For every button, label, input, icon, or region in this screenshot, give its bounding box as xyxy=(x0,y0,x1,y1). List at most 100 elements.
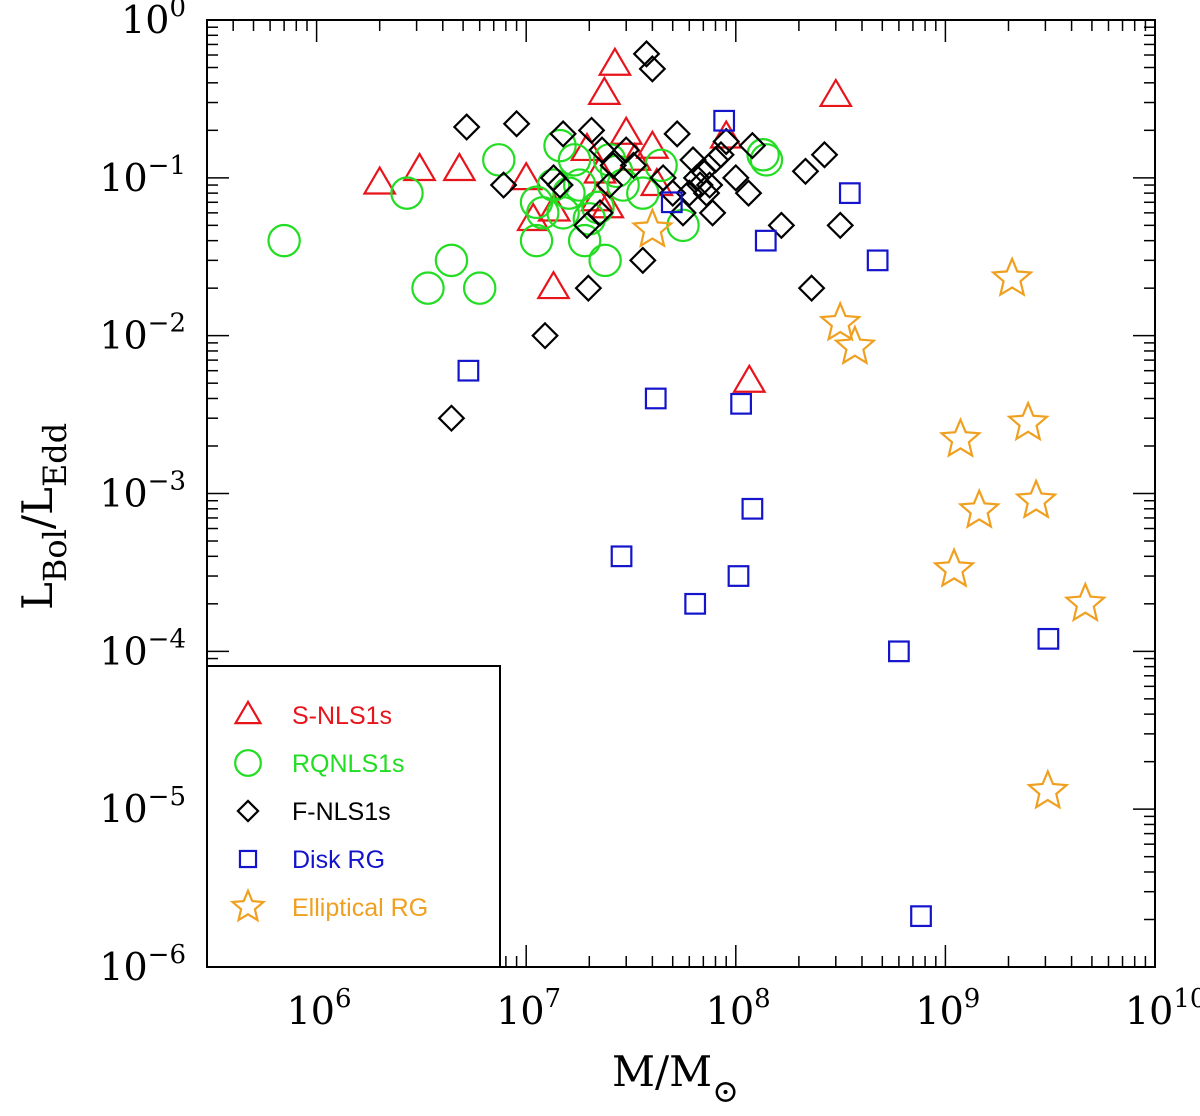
data-point xyxy=(639,166,674,197)
y-axis-title: LBol/LEdd xyxy=(13,423,74,610)
data-point xyxy=(567,223,602,258)
data-point xyxy=(887,640,910,663)
data-point xyxy=(684,592,707,615)
data-point xyxy=(489,171,518,199)
x-tick-label-exp: 6 xyxy=(335,984,352,1014)
y-axis-title-slash: /L xyxy=(13,487,62,529)
y-tick-label-base: 10 xyxy=(121,0,169,42)
legend-label: Elliptical RG xyxy=(292,894,428,922)
series-f-nls1s xyxy=(437,40,855,433)
data-point xyxy=(938,416,983,458)
data-point xyxy=(597,46,633,76)
data-point xyxy=(818,300,862,342)
y-axis-title-l1: L xyxy=(13,582,62,610)
series-elliptical-rg xyxy=(630,206,1107,810)
y-tick-label-base: 10 xyxy=(99,629,147,673)
data-point xyxy=(531,321,559,350)
y-tick-label-exp: −3 xyxy=(148,467,186,497)
data-point xyxy=(586,198,614,227)
data-point xyxy=(588,136,616,164)
data-point xyxy=(549,119,577,148)
data-point xyxy=(402,151,437,182)
data-point xyxy=(754,229,777,252)
x-axis-title-sub: ⊙ xyxy=(712,1072,739,1110)
data-point xyxy=(695,171,724,199)
data-point xyxy=(606,168,640,202)
data-point xyxy=(619,151,648,180)
y-axis-title-sub2: Edd xyxy=(36,423,74,487)
data-point xyxy=(734,179,763,207)
legend-marker xyxy=(238,849,258,869)
data-point xyxy=(826,211,855,240)
y-tick-label: 10−5 xyxy=(99,782,186,831)
data-point xyxy=(457,359,480,382)
data-point xyxy=(727,565,750,587)
data-point xyxy=(626,176,660,210)
data-point xyxy=(609,115,644,145)
data-point xyxy=(712,127,741,156)
legend-marker xyxy=(236,799,260,823)
data-point xyxy=(791,157,820,186)
data-point xyxy=(574,274,603,303)
data-point xyxy=(437,404,466,433)
y-tick-label-exp: 0 xyxy=(169,0,186,23)
x-tick-label: 109 xyxy=(915,984,980,1033)
y-tick-label-exp: −2 xyxy=(148,309,186,339)
data-point xyxy=(746,138,780,172)
data-point xyxy=(663,119,691,148)
data-point xyxy=(638,55,667,83)
data-point xyxy=(536,269,571,300)
x-tick-label-base: 10 xyxy=(915,989,963,1033)
x-tick-label: 1010 xyxy=(1125,984,1200,1033)
y-tick-label: 10−3 xyxy=(99,467,186,516)
legend: S-NLS1s RQNLS1s F-NLS1s Disk RG Elliptical R… xyxy=(206,665,501,968)
x-tick-label-base: 10 xyxy=(1125,989,1173,1033)
y-tick-label-base: 10 xyxy=(99,156,147,200)
y-tick-label-base: 10 xyxy=(99,472,147,516)
data-point xyxy=(434,243,469,278)
y-tick-label-exp: −4 xyxy=(148,624,186,654)
x-tick-label-base: 10 xyxy=(287,989,335,1033)
data-point xyxy=(833,324,877,366)
y-tick-label: 10−2 xyxy=(99,309,186,358)
data-point xyxy=(562,168,597,202)
x-tick-label-exp: 7 xyxy=(545,984,562,1014)
x-tick-label: 108 xyxy=(706,984,771,1033)
data-point xyxy=(452,113,481,141)
y-axis-title-sub1: Bol xyxy=(36,529,74,582)
data-point xyxy=(442,151,477,182)
data-point xyxy=(730,392,753,415)
data-point xyxy=(635,129,670,159)
data-point xyxy=(482,143,516,177)
data-point xyxy=(628,246,657,275)
data-point xyxy=(362,165,397,195)
data-point xyxy=(741,497,764,520)
data-point xyxy=(557,143,592,177)
data-point xyxy=(595,171,624,199)
data-point xyxy=(866,249,889,272)
x-tick-label-base: 10 xyxy=(496,989,544,1033)
data-point xyxy=(1006,400,1050,442)
data-point xyxy=(990,255,1034,297)
data-point xyxy=(738,131,767,160)
y-tick-label: 10−6 xyxy=(99,940,186,989)
data-point xyxy=(721,163,750,192)
y-tick-label: 10−1 xyxy=(99,151,186,200)
data-point xyxy=(810,140,839,169)
data-point xyxy=(644,387,667,410)
data-point xyxy=(797,274,826,303)
data-point xyxy=(519,223,554,258)
data-point xyxy=(390,176,424,210)
y-tick-label-base: 10 xyxy=(99,787,147,831)
data-point xyxy=(932,546,976,588)
x-tick-label-exp: 8 xyxy=(754,984,771,1014)
data-point xyxy=(686,171,714,199)
data-point xyxy=(546,171,574,199)
series-disk-rg xyxy=(457,109,1060,928)
data-point xyxy=(587,75,622,105)
y-tick-label-base: 10 xyxy=(99,945,147,989)
x-tick-label: 107 xyxy=(496,984,561,1033)
x-tick-label-exp: 9 xyxy=(964,984,981,1014)
